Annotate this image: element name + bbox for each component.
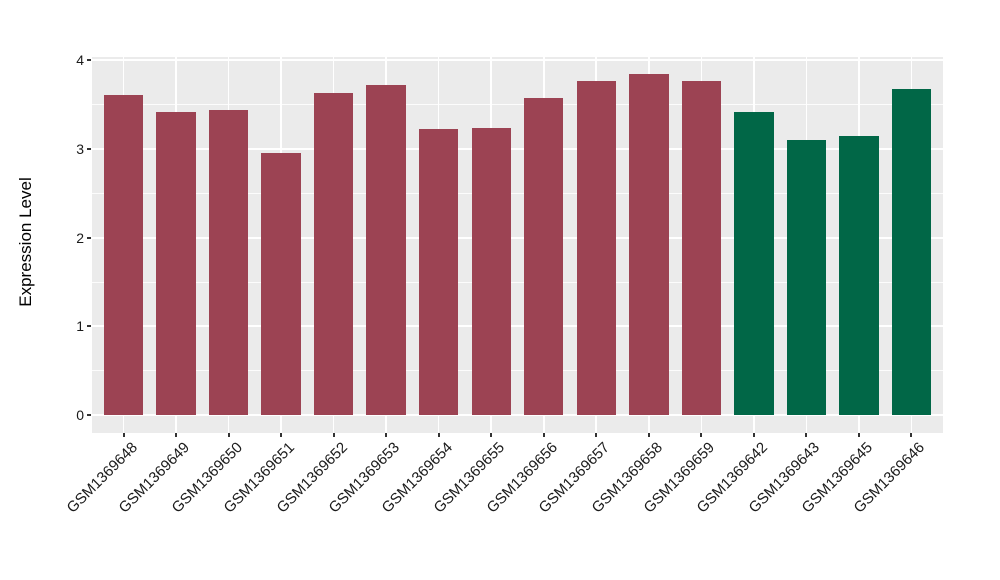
y-tick-label: 4 [76,52,84,69]
gridline-minor-horizontal [92,192,943,194]
bar [471,127,511,416]
x-tick-mark [857,433,860,437]
bar [576,81,616,416]
x-tick-mark [595,433,598,437]
bar [681,81,722,416]
x-tick-mark [175,433,178,437]
gridline-minor-horizontal [92,104,943,105]
gridline-minor-horizontal [92,281,943,283]
bar [208,109,249,416]
x-tick-mark [437,433,440,437]
x-tick-mark [910,433,913,437]
x-tick-mark [542,433,545,437]
x-tick-mark [280,433,283,437]
bar [156,111,196,416]
bar [366,84,406,416]
x-tick-mark [805,433,808,437]
gridline-major-horizontal [92,236,943,239]
x-tick-mark [332,433,335,437]
gridline-minor-horizontal [92,370,943,372]
y-tick-label: 3 [76,140,84,157]
gridline-major-horizontal [92,147,943,150]
bar [629,74,669,416]
bar [313,92,354,416]
plot-panel [92,57,943,433]
x-tick-mark [647,433,650,437]
y-tick-label: 0 [76,407,84,424]
x-tick-mark [385,433,388,437]
x-tick-mark [490,433,493,437]
gridline-major-horizontal [92,414,943,417]
bar [734,111,774,416]
gridline-major-horizontal [92,59,943,62]
bar [103,94,144,416]
x-tick-mark [700,433,703,437]
bar [419,129,459,416]
x-tick-mark [122,433,125,437]
bar [891,89,932,416]
bar [839,136,879,416]
bar [786,140,827,416]
bar [524,98,564,416]
gridline-major-horizontal [92,325,943,328]
x-tick-mark [752,433,755,437]
y-tick-label: 1 [76,318,84,335]
y-tick-mark [87,325,91,328]
y-tick-mark [87,147,91,150]
y-tick-mark [87,59,91,62]
y-tick-mark [87,414,91,417]
x-tick-mark [227,433,230,437]
bar [261,153,301,416]
y-tick-label: 2 [76,229,84,246]
y-axis-title: Expression Level [16,177,35,307]
y-tick-mark [87,236,91,239]
